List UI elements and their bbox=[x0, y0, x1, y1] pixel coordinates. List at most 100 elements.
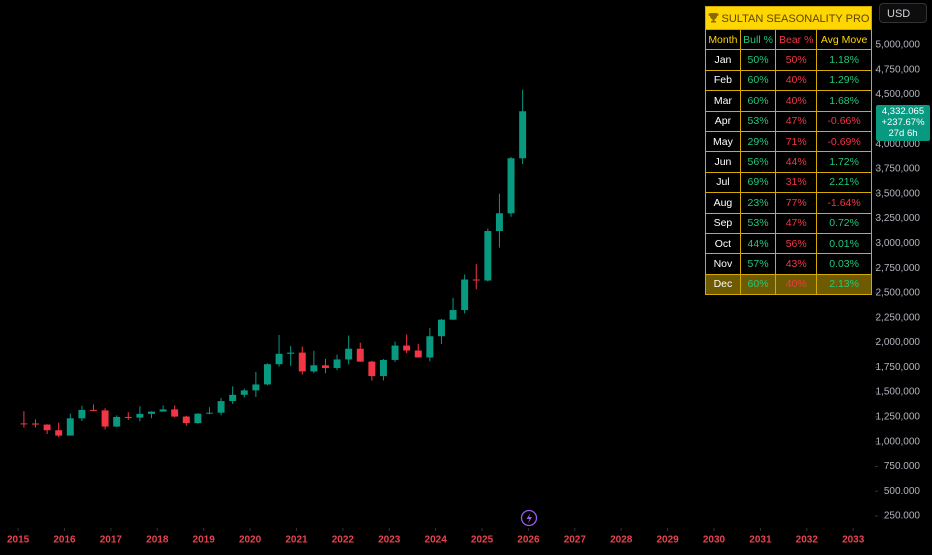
column-header: Bull % bbox=[739, 28, 777, 51]
candle-body bbox=[310, 365, 318, 372]
table-title: SULTAN SEASONALITY PRO bbox=[705, 6, 872, 30]
x-tick-label: 2023 bbox=[378, 535, 401, 546]
avg-move-cell: 0.72% bbox=[816, 212, 872, 234]
candle-body bbox=[78, 409, 86, 419]
avg-move-cell: 1.29% bbox=[816, 69, 872, 92]
candle-body bbox=[194, 413, 202, 424]
candle-body bbox=[495, 213, 503, 232]
y-tick-label: 3,250,000 bbox=[876, 213, 921, 224]
month-cell: Sep bbox=[705, 212, 741, 234]
candle-body bbox=[519, 111, 527, 159]
bull-cell: 60% bbox=[739, 90, 777, 112]
candle-body bbox=[275, 353, 283, 365]
bear-cell: 31% bbox=[775, 171, 818, 194]
candle-body bbox=[124, 416, 132, 418]
avg-move-cell: -0.69% bbox=[816, 130, 872, 153]
candle-body bbox=[43, 424, 51, 431]
month-cell: Dec bbox=[705, 273, 741, 296]
bear-cell: 47% bbox=[775, 212, 818, 234]
month-cell: May bbox=[705, 130, 741, 153]
candle-body bbox=[101, 410, 109, 427]
seasonality-table: SULTAN SEASONALITY PRO Month Bull % Bear… bbox=[705, 6, 872, 296]
y-tick-label: 1,000,000 bbox=[876, 436, 921, 447]
candle-body bbox=[159, 409, 167, 412]
candle-body bbox=[182, 416, 190, 424]
candle-body bbox=[379, 359, 387, 377]
y-tick-label: 250.000 bbox=[884, 511, 921, 522]
table-row: Dec 60% 40% 2.13% bbox=[705, 273, 872, 296]
y-tick-label: 5,000,000 bbox=[876, 40, 921, 51]
y-tick-label: 2,750,000 bbox=[876, 263, 921, 274]
avg-move-cell: -0.66% bbox=[816, 110, 872, 132]
candle-body bbox=[90, 409, 97, 411]
candle-body bbox=[356, 348, 364, 362]
x-tick-label: 2017 bbox=[100, 535, 123, 546]
x-tick-label: 2028 bbox=[610, 535, 633, 546]
avg-move-cell: 1.68% bbox=[816, 90, 872, 112]
bear-cell: 77% bbox=[775, 192, 818, 214]
x-tick-label: 2018 bbox=[146, 535, 169, 546]
last-price: 4,332.065 bbox=[881, 106, 925, 117]
table-row: Oct 44% 56% 0.01% bbox=[705, 232, 872, 255]
bear-cell: 71% bbox=[775, 130, 818, 153]
bull-cell: 53% bbox=[739, 110, 777, 132]
month-cell: Mar bbox=[705, 90, 741, 112]
bear-cell: 50% bbox=[775, 49, 818, 71]
x-tick-label: 2015 bbox=[7, 535, 30, 546]
candle-body bbox=[391, 345, 399, 360]
x-tick-label: 2022 bbox=[332, 535, 355, 546]
table-title-text: SULTAN SEASONALITY PRO bbox=[721, 12, 870, 25]
table-row: Sep 53% 47% 0.72% bbox=[705, 212, 872, 234]
bear-cell: 47% bbox=[775, 110, 818, 132]
y-tick-label: 4,000,000 bbox=[876, 139, 921, 150]
bear-cell: 43% bbox=[775, 253, 818, 275]
candle-body bbox=[321, 365, 329, 368]
table-row: Mar 60% 40% 1.68% bbox=[705, 90, 872, 112]
bear-cell: 40% bbox=[775, 69, 818, 92]
candle-body bbox=[507, 158, 515, 214]
month-cell: Aug bbox=[705, 192, 741, 214]
bull-cell: 44% bbox=[739, 232, 777, 255]
candle-body bbox=[240, 390, 248, 395]
month-cell: Oct bbox=[705, 232, 741, 255]
bull-cell: 53% bbox=[739, 212, 777, 234]
candle-body bbox=[136, 413, 144, 418]
candle-body bbox=[32, 423, 39, 425]
table-row: Jan 50% 50% 1.18% bbox=[705, 49, 872, 71]
candle-body bbox=[298, 352, 306, 372]
avg-move-cell: 1.18% bbox=[816, 49, 872, 71]
last-price-tag: 4,332.065 +237.67% 27d 6h bbox=[876, 105, 930, 141]
candle-body bbox=[147, 411, 155, 414]
candle-body bbox=[217, 401, 225, 413]
bull-cell: 60% bbox=[739, 69, 777, 92]
bull-cell: 69% bbox=[739, 171, 777, 194]
y-tick-label: 4,500,000 bbox=[876, 89, 921, 100]
candle-body bbox=[368, 361, 376, 377]
x-tick-label: 2021 bbox=[285, 535, 308, 546]
currency-button[interactable]: USD bbox=[879, 3, 927, 23]
x-tick-label: 2019 bbox=[193, 535, 216, 546]
x-tick-label: 2033 bbox=[842, 535, 865, 546]
y-tick-label: 2,250,000 bbox=[876, 312, 921, 323]
candle-body bbox=[333, 359, 341, 368]
month-cell: Nov bbox=[705, 253, 741, 275]
candle-body bbox=[472, 279, 480, 281]
y-tick-label: 500.000 bbox=[884, 486, 921, 497]
table-row: Feb 60% 40% 1.29% bbox=[705, 69, 872, 92]
bull-cell: 23% bbox=[739, 192, 777, 214]
y-tick-label: 750.000 bbox=[884, 461, 921, 472]
candle-body bbox=[484, 231, 492, 281]
bear-cell: 40% bbox=[775, 273, 818, 296]
month-cell: Apr bbox=[705, 110, 741, 132]
x-tick-label: 2020 bbox=[239, 535, 262, 546]
y-tick-label: 4,750,000 bbox=[876, 64, 921, 75]
x-tick-label: 2026 bbox=[517, 535, 540, 546]
candle-body bbox=[461, 279, 469, 311]
bear-cell: 56% bbox=[775, 232, 818, 255]
bull-cell: 56% bbox=[739, 151, 777, 173]
table-row: Nov 57% 43% 0.03% bbox=[705, 253, 872, 275]
candle-body bbox=[449, 310, 457, 320]
y-tick-label: 3,000,000 bbox=[876, 238, 921, 249]
